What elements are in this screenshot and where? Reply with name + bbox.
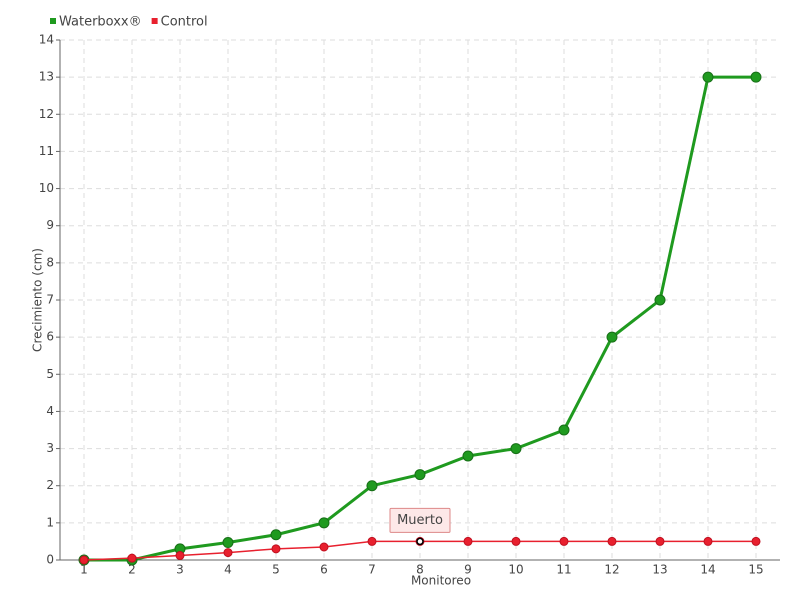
annotated-point — [416, 537, 424, 546]
annotation-text: Muerto — [397, 513, 443, 528]
data-point — [223, 548, 233, 558]
data-point — [319, 542, 329, 552]
y-tick-label: 10 — [39, 181, 54, 195]
data-point — [318, 517, 330, 529]
data-point — [703, 536, 713, 546]
x-tick-label: 5 — [272, 563, 280, 577]
y-tick-label: 8 — [46, 255, 54, 269]
y-tick-label: 11 — [39, 144, 54, 158]
y-tick-label: 2 — [46, 478, 54, 492]
x-tick-label: 3 — [176, 563, 184, 577]
y-tick-label: 12 — [39, 107, 54, 121]
legend-label: Control — [161, 15, 208, 30]
y-tick-label: 4 — [46, 404, 54, 418]
data-point — [750, 71, 762, 83]
data-point — [271, 544, 281, 554]
x-tick-label: 2 — [128, 563, 136, 577]
x-axis-title: Monitoreo — [411, 574, 471, 588]
y-axis-title: Crecimiento (cm) — [31, 248, 45, 352]
x-tick-label: 11 — [556, 563, 571, 577]
data-point — [270, 529, 282, 541]
x-tick-label: 8 — [416, 563, 424, 577]
y-tick-label: 6 — [46, 330, 54, 344]
data-point — [79, 555, 89, 565]
y-tick-label: 14 — [39, 33, 54, 47]
data-point — [607, 536, 617, 546]
legend-label: Waterboxx® — [59, 15, 142, 30]
y-tick-label: 13 — [39, 70, 54, 84]
y-tick-label: 7 — [46, 293, 54, 307]
x-tick-label: 6 — [320, 563, 328, 577]
data-point — [558, 424, 570, 436]
legend-swatch — [151, 18, 158, 24]
data-point — [751, 536, 761, 546]
x-tick-label: 7 — [368, 563, 376, 577]
data-point — [511, 536, 521, 546]
y-tick-label: 3 — [46, 441, 54, 455]
x-tick-label: 1 — [80, 563, 88, 577]
data-point — [367, 536, 377, 546]
data-point — [559, 536, 569, 546]
y-tick-label: 0 — [46, 553, 54, 567]
y-tick-label: 1 — [46, 515, 54, 529]
data-point — [127, 553, 137, 563]
x-tick-label: 14 — [700, 563, 715, 577]
data-point — [510, 443, 522, 455]
data-point — [414, 469, 426, 481]
data-point — [702, 71, 714, 83]
data-point — [462, 450, 474, 462]
y-tick-label: 5 — [46, 367, 54, 381]
x-tick-label: 13 — [652, 563, 667, 577]
data-point — [606, 331, 618, 343]
data-point — [175, 551, 185, 561]
x-tick-label: 9 — [464, 563, 472, 577]
data-point — [222, 537, 234, 549]
data-point — [655, 536, 665, 546]
x-tick-label: 15 — [748, 563, 763, 577]
x-tick-label: 10 — [508, 563, 523, 577]
x-tick-label: 4 — [224, 563, 232, 577]
data-point — [654, 294, 666, 306]
data-point — [463, 536, 473, 546]
annotation-box — [389, 507, 451, 533]
data-point — [366, 480, 378, 492]
x-tick-label: 12 — [604, 563, 619, 577]
legend-swatch — [50, 18, 56, 24]
y-tick-label: 9 — [46, 218, 54, 232]
